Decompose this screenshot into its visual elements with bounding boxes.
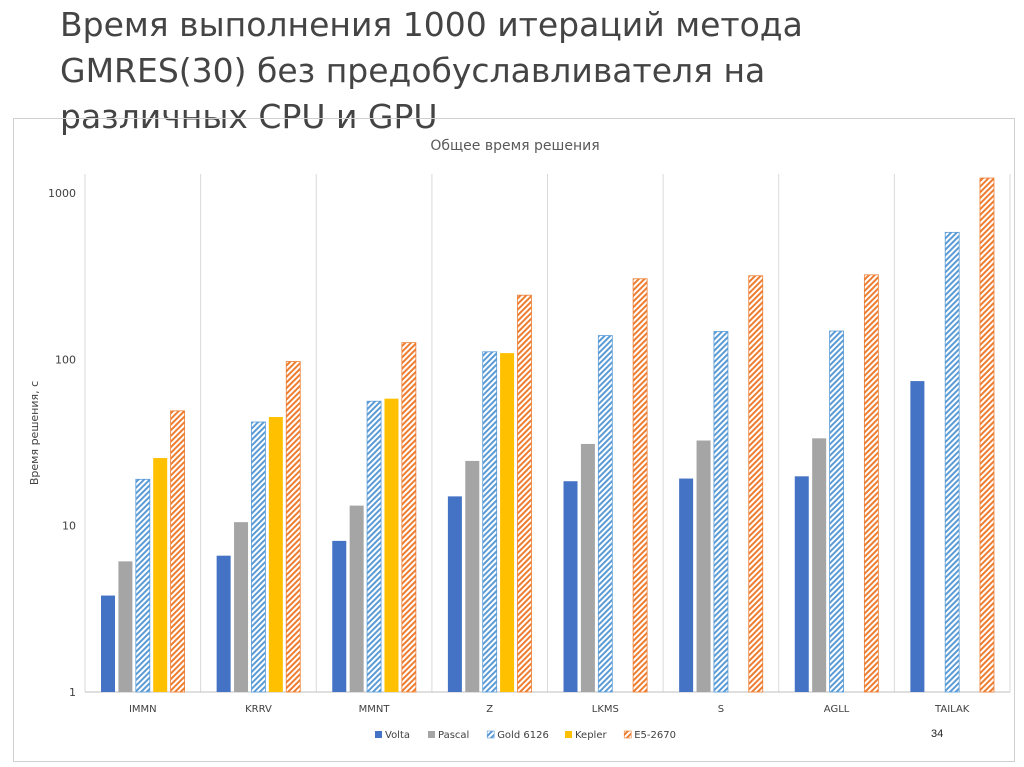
legend-label: Pascal — [438, 730, 469, 741]
legend-label: Gold 6126 — [497, 730, 549, 741]
bar-gold-6126-agll — [829, 330, 844, 693]
bar-pascal-s — [696, 440, 711, 692]
legend-swatch — [565, 731, 572, 738]
bar-gold-6126-s — [713, 331, 729, 693]
bar-gold-6126-mmnt — [366, 400, 382, 693]
bar-pascal-krrv — [234, 522, 249, 692]
x-tick-label: KRRV — [245, 704, 272, 715]
bar-gold-6126-immn — [135, 478, 151, 693]
bar-volta-lkms — [563, 481, 578, 692]
bar-e5-2670-agll — [863, 274, 879, 693]
bar-e5-2670-z — [517, 294, 532, 693]
bar-volta-z — [447, 496, 462, 692]
slide-title-line-3: различных CPU и GPU — [60, 97, 438, 136]
bar-gold-6126-krrv — [251, 421, 266, 693]
bar-e5-2670-tailak — [979, 177, 995, 693]
bar-pascal-z — [465, 460, 480, 692]
bar-kepler-krrv — [268, 417, 283, 692]
bar-gold-6126-z — [482, 351, 498, 693]
bar-volta-tailak — [910, 381, 925, 692]
x-tick-label: Z — [486, 704, 493, 715]
bar-volta-s — [679, 478, 694, 692]
bar-pascal-agll — [812, 438, 827, 692]
bar-pascal-mmnt — [349, 505, 364, 692]
legend-swatch — [486, 730, 495, 739]
legend-label: E5-2670 — [634, 730, 676, 741]
x-tick-label: AGLL — [824, 704, 850, 715]
bar-e5-2670-lkms — [632, 278, 648, 693]
slide-title: Время выполнения 1000 итераций метода GM… — [60, 2, 960, 140]
page-number: 34 — [931, 728, 944, 740]
bar-kepler-mmnt — [384, 398, 399, 692]
y-tick-label: 100 — [55, 353, 76, 366]
legend-swatch — [623, 730, 632, 739]
slide-title-line-2: GMRES(30) без предобуславливателя на — [60, 51, 766, 90]
slide-title-line-1: Время выполнения 1000 итераций метода — [60, 5, 803, 44]
bar-pascal-lkms — [580, 443, 595, 692]
chart-title: Общее время решения — [430, 138, 599, 154]
bar-pascal-immn — [118, 561, 133, 692]
x-tick-label: S — [718, 704, 724, 715]
y-tick-label: 10 — [62, 520, 76, 533]
bar-volta-agll — [794, 476, 809, 692]
y-axis-label: Время решения, с — [28, 381, 41, 485]
bar-e5-2670-mmnt — [401, 342, 417, 693]
y-tick-label: 1 — [69, 686, 76, 699]
bar-gold-6126-tailak — [944, 231, 960, 693]
bar-volta-krrv — [216, 555, 231, 692]
legend-label: Volta — [385, 730, 410, 741]
bar-volta-mmnt — [332, 540, 347, 692]
legend-swatch — [428, 731, 435, 738]
x-tick-label: IMMN — [129, 704, 157, 715]
x-tick-label: LKMS — [592, 704, 619, 715]
legend-label: Kepler — [575, 730, 607, 741]
bar-volta-immn — [101, 595, 116, 692]
bar-kepler-z — [500, 353, 515, 692]
legend-swatch — [375, 731, 382, 738]
bar-e5-2670-krrv — [285, 361, 301, 693]
y-tick-label: 1000 — [48, 187, 76, 200]
bar-e5-2670-s — [748, 275, 764, 693]
x-tick-label: MMNT — [359, 704, 391, 715]
bar-gold-6126-lkms — [597, 335, 613, 693]
chart-frame — [13, 118, 1015, 762]
x-tick-label: TAILAK — [934, 704, 970, 715]
bar-e5-2670-immn — [170, 410, 186, 693]
bar-kepler-immn — [153, 458, 168, 692]
